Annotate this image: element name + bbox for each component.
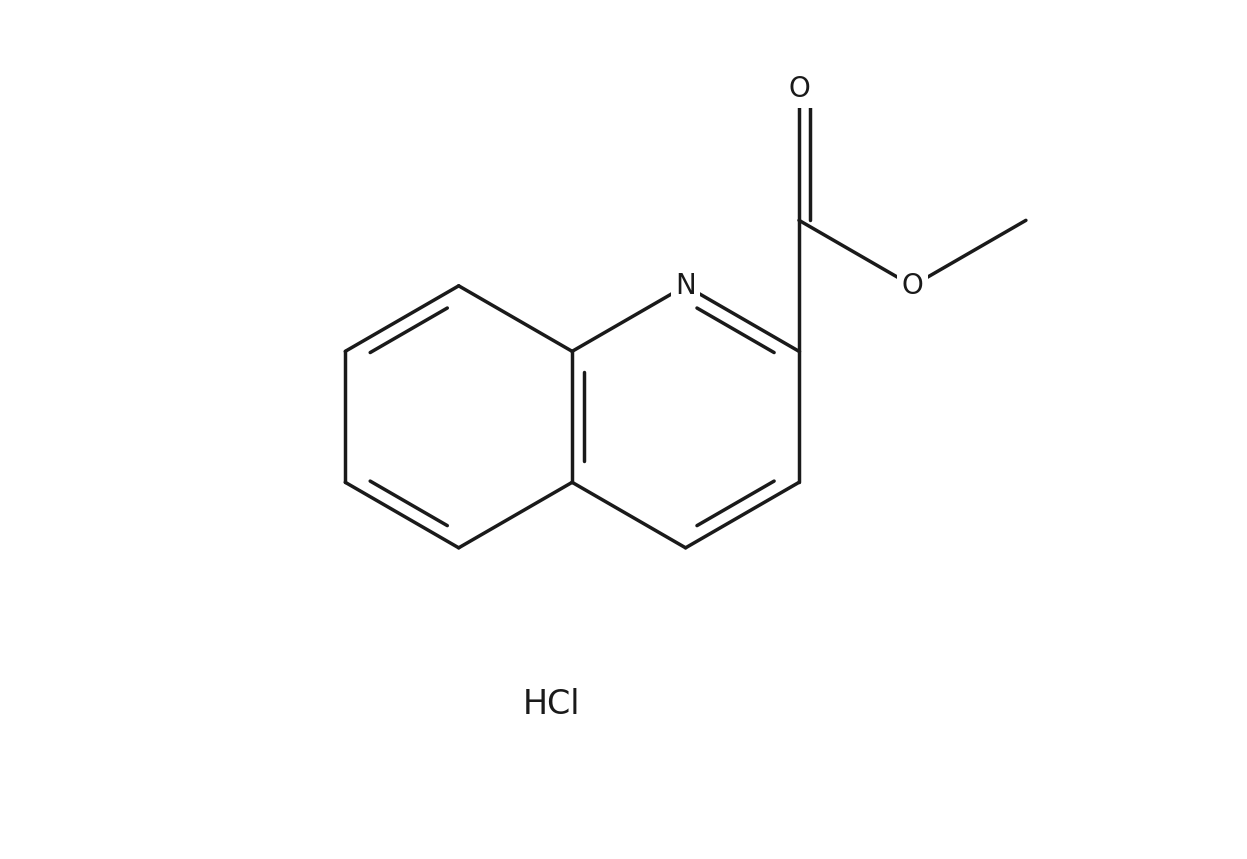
Text: O: O: [902, 271, 923, 300]
Text: N: N: [675, 271, 696, 300]
Text: HCl: HCl: [522, 688, 580, 721]
Text: O: O: [788, 76, 809, 103]
